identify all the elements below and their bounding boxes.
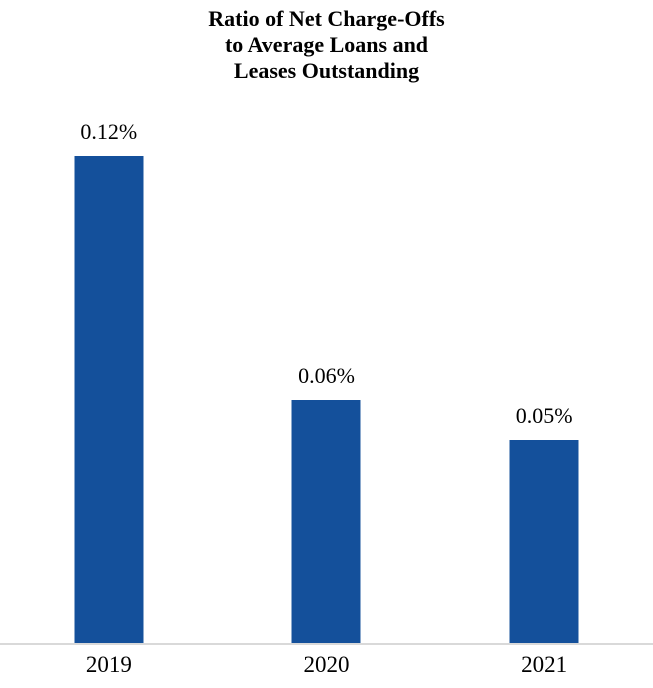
x-axis-label: 2021 (521, 652, 568, 677)
plot-area: 0.12% 0.06% 0.05% (0, 0, 653, 645)
bar-value-label: 0.12% (80, 119, 138, 144)
bar-2021 (509, 440, 579, 643)
bar-column-2020: 0.06% (218, 0, 436, 645)
x-axis-labels: 2019 2020 2021 (0, 645, 653, 678)
bar-2020 (291, 399, 361, 643)
x-axis-line (0, 643, 653, 645)
bar-column-2021: 0.05% (435, 0, 653, 645)
x-axis-label: 2020 (303, 652, 350, 677)
bar-2019 (74, 156, 144, 643)
bar-value-label: 0.05% (515, 403, 573, 429)
bar-column-2019: 0.12% (0, 0, 218, 645)
bar-value-label: 0.06% (298, 362, 355, 388)
x-axis-label: 2019 (85, 652, 132, 677)
chart-title: Ratio of Net Charge-Offs to Average Loan… (208, 6, 445, 83)
